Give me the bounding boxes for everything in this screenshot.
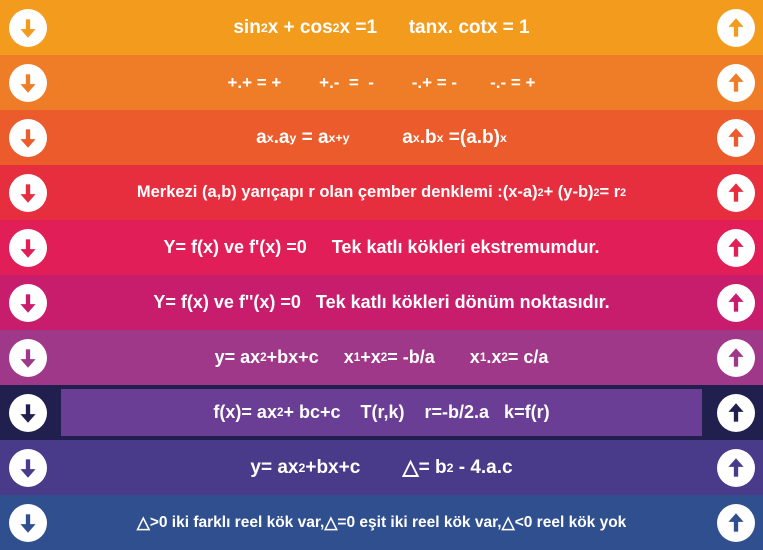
formula-row-8: y= ax2+bx+c △= b2 - 4.a.c xyxy=(0,440,763,495)
up-arrow-icon xyxy=(717,504,755,542)
up-arrow-icon xyxy=(717,284,755,322)
left-arrow-cell xyxy=(0,275,55,330)
right-arrow-cell xyxy=(708,495,763,550)
formula-row-9: △>0 iki farklı reel kök var, △=0 eşit ik… xyxy=(0,495,763,550)
up-arrow-icon xyxy=(717,394,755,432)
right-arrow-cell xyxy=(708,55,763,110)
formula-row-4: Y= f(x) ve f'(x) =0 Tek katlı kökleri ek… xyxy=(0,220,763,275)
up-arrow-icon xyxy=(717,449,755,487)
down-arrow-icon xyxy=(9,119,47,157)
formula-row-5: Y= f(x) ve f''(x) =0 Tek katlı kökleri d… xyxy=(0,275,763,330)
left-arrow-cell xyxy=(0,0,55,55)
right-arrow-cell xyxy=(708,330,763,385)
left-arrow-cell xyxy=(0,165,55,220)
formula-row-1: +.+ = + +.- = - -.+ = - -.- = + xyxy=(0,55,763,110)
right-arrow-cell xyxy=(708,165,763,220)
left-arrow-cell xyxy=(0,495,55,550)
right-arrow-cell xyxy=(708,220,763,275)
formula-text: sin2 x + cos2 x =1 tanx. cotx = 1 xyxy=(61,4,702,51)
up-arrow-icon xyxy=(717,229,755,267)
down-arrow-icon xyxy=(9,449,47,487)
formula-text: ax.ay = ax+y ax.bx =(a.b)x xyxy=(61,114,702,161)
formula-text: Y= f(x) ve f'(x) =0 Tek katlı kökleri ek… xyxy=(61,224,702,271)
left-arrow-cell xyxy=(0,330,55,385)
down-arrow-icon xyxy=(9,64,47,102)
down-arrow-icon xyxy=(9,504,47,542)
formula-text: Y= f(x) ve f''(x) =0 Tek katlı kökleri d… xyxy=(61,279,702,326)
formula-text: +.+ = + +.- = - -.+ = - -.- = + xyxy=(61,59,702,106)
down-arrow-icon xyxy=(9,9,47,47)
formula-row-3: Merkezi (a,b) yarıçapı r olan çember den… xyxy=(0,165,763,220)
down-arrow-icon xyxy=(9,229,47,267)
formula-row-6: y= ax2+bx+c x1+x2= -b/a x1.x2= c/a xyxy=(0,330,763,385)
left-arrow-cell xyxy=(0,385,55,440)
down-arrow-icon xyxy=(9,394,47,432)
formula-text: △>0 iki farklı reel kök var, △=0 eşit ik… xyxy=(61,499,702,546)
left-arrow-cell xyxy=(0,220,55,275)
formula-row-2: ax.ay = ax+y ax.bx =(a.b)x xyxy=(0,110,763,165)
right-arrow-cell xyxy=(708,275,763,330)
formula-text: f(x)= ax2+ bc+c T(r,k) r=-b/2.a k=f(r) xyxy=(61,389,702,436)
up-arrow-icon xyxy=(717,9,755,47)
right-arrow-cell xyxy=(708,440,763,495)
left-arrow-cell xyxy=(0,440,55,495)
down-arrow-icon xyxy=(9,174,47,212)
right-arrow-cell xyxy=(708,385,763,440)
right-arrow-cell xyxy=(708,0,763,55)
up-arrow-icon xyxy=(717,119,755,157)
left-arrow-cell xyxy=(0,55,55,110)
up-arrow-icon xyxy=(717,174,755,212)
down-arrow-icon xyxy=(9,284,47,322)
down-arrow-icon xyxy=(9,339,47,377)
up-arrow-icon xyxy=(717,339,755,377)
right-arrow-cell xyxy=(708,110,763,165)
formula-row-7: f(x)= ax2+ bc+c T(r,k) r=-b/2.a k=f(r) xyxy=(0,385,763,440)
up-arrow-icon xyxy=(717,64,755,102)
formula-text: y= ax2+bx+c △= b2 - 4.a.c xyxy=(61,444,702,491)
formula-text: y= ax2+bx+c x1+x2= -b/a x1.x2= c/a xyxy=(61,334,702,381)
left-arrow-cell xyxy=(0,110,55,165)
formula-text: Merkezi (a,b) yarıçapı r olan çember den… xyxy=(61,169,702,216)
formula-row-0: sin2 x + cos2 x =1 tanx. cotx = 1 xyxy=(0,0,763,55)
